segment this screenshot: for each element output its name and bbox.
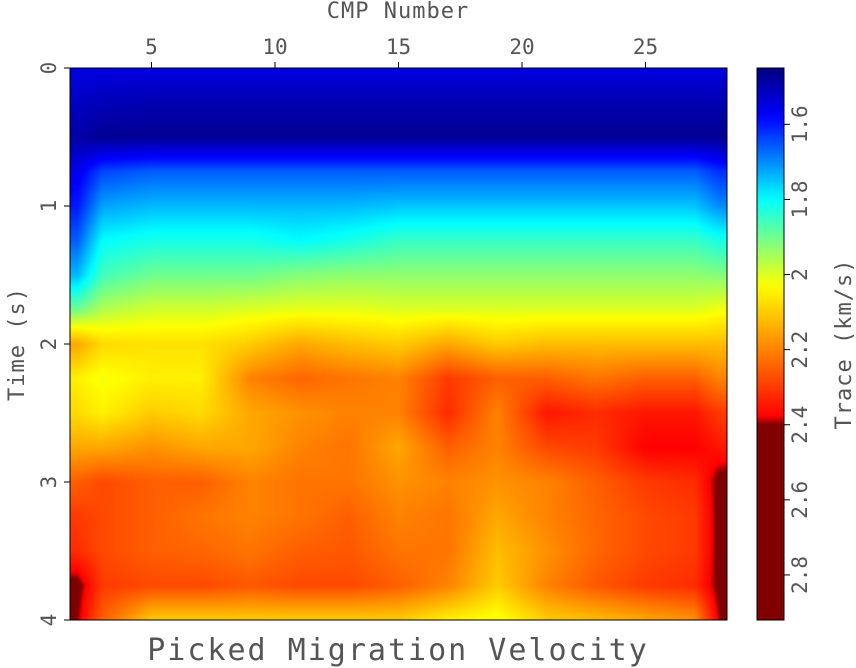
colorbar-label: Trace (km/s) <box>832 259 856 430</box>
x-tick-label: 25 <box>633 35 658 59</box>
colorbar-tick-label: 2.8 <box>788 556 812 594</box>
y-tick-label: 0 <box>37 62 61 75</box>
x-tick-label: 10 <box>262 35 287 59</box>
heatmap-plot-area <box>70 68 727 620</box>
colorbar: 1.6 1.8 2 2.2 2.4 2.6 2.8 Trace (km/s) <box>756 67 856 621</box>
y-axis-ticks: 0 1 2 3 4 <box>37 62 70 627</box>
x-tick-label: 5 <box>145 35 158 59</box>
y-tick-label: 1 <box>37 200 61 213</box>
colorbar-tick-label: 2.6 <box>788 481 812 519</box>
x-tick-label: 20 <box>509 35 534 59</box>
x-tick-label: 15 <box>386 35 411 59</box>
colorbar-tick-label: 2 <box>788 268 812 281</box>
y-tick-label: 4 <box>37 614 61 627</box>
colorbar-scale <box>757 68 784 620</box>
velocity-heatmap <box>70 68 727 620</box>
colorbar-tick-label: 2.4 <box>788 406 812 444</box>
colorbar-tick-label: 1.6 <box>788 105 812 143</box>
colorbar-tick-label: 1.8 <box>788 180 812 218</box>
chart-title: Picked Migration Velocity <box>147 633 649 668</box>
x-axis-label: CMP Number <box>327 0 469 24</box>
colorbar-tick-label: 2.2 <box>788 331 812 369</box>
y-axis-label: Time (s) <box>5 287 30 401</box>
x-axis-ticks: 5 10 15 20 25 <box>145 35 658 68</box>
y-tick-label: 2 <box>37 338 61 351</box>
colorbar-ticks: 1.6 1.8 2 2.2 2.4 2.6 2.8 <box>784 105 812 594</box>
y-tick-label: 3 <box>37 476 61 489</box>
colorbar-frame <box>756 67 785 621</box>
